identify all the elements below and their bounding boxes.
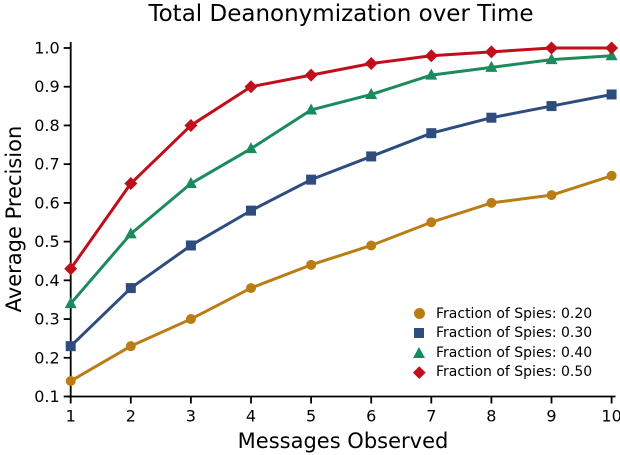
y-tick-label: 0.1 — [34, 387, 59, 406]
data-point — [366, 151, 377, 162]
y-tick-label: 0.9 — [34, 77, 59, 96]
x-tick-label: 3 — [186, 407, 196, 426]
data-point — [304, 68, 318, 82]
data-point — [606, 89, 617, 100]
y-tick-label: 0.6 — [34, 193, 59, 212]
data-point — [184, 118, 198, 132]
circle-marker-icon — [408, 308, 430, 320]
legend-label: Fraction of Spies: 0.20 — [436, 305, 593, 322]
y-tick-label: 0.8 — [34, 116, 59, 135]
data-point — [125, 283, 136, 294]
data-point — [545, 41, 558, 55]
data-point — [426, 128, 437, 139]
data-point — [306, 174, 317, 185]
data-point — [245, 142, 257, 154]
x-tick-label: 6 — [366, 407, 376, 426]
data-point — [546, 190, 557, 201]
series-line-1 — [69, 92, 614, 348]
data-point — [605, 41, 619, 55]
y-tick-label: 0.7 — [34, 155, 59, 174]
legend: Fraction of Spies: 0.20 Fraction of Spie… — [408, 304, 592, 382]
data-point — [184, 177, 197, 189]
x-tick-label: 4 — [246, 407, 256, 426]
data-point — [64, 262, 78, 276]
legend-item-spies-030: Fraction of Spies: 0.30 — [408, 324, 592, 344]
data-point — [65, 341, 76, 352]
x-tick-label: 1 — [66, 407, 76, 426]
x-tick-label: 10 — [601, 407, 620, 426]
data-point — [606, 170, 617, 181]
data-point — [484, 45, 498, 59]
x-tick-label: 2 — [126, 407, 136, 426]
chart-title: Total Deanonymization over Time — [148, 1, 534, 27]
legend-item-spies-020: Fraction of Spies: 0.20 — [408, 304, 592, 324]
legend-label: Fraction of Spies: 0.50 — [436, 364, 593, 381]
data-point — [244, 80, 258, 94]
data-point — [306, 259, 317, 270]
y-tick-label: 0.4 — [34, 271, 59, 290]
data-point — [486, 112, 497, 123]
data-point — [425, 68, 438, 80]
data-point — [364, 56, 378, 70]
data-point — [426, 217, 437, 228]
square-marker-icon — [408, 328, 430, 339]
x-tick-label: 9 — [546, 407, 556, 426]
series-line-2 — [69, 54, 614, 306]
data-point — [305, 103, 318, 115]
y-tick-label: 0.5 — [34, 232, 59, 251]
data-point — [64, 297, 77, 309]
data-point — [65, 376, 76, 387]
data-point — [185, 314, 196, 325]
data-point — [246, 205, 256, 216]
x-axis-label: Messages Observed — [237, 429, 449, 453]
x-tick-label: 7 — [426, 407, 436, 426]
data-point — [546, 101, 557, 112]
data-point — [545, 53, 558, 65]
data-point — [366, 240, 377, 251]
legend-label: Fraction of Spies: 0.30 — [436, 325, 593, 342]
x-tick-label: 8 — [486, 407, 496, 426]
x-tick-label: 5 — [306, 407, 316, 426]
data-point — [124, 227, 137, 239]
data-point — [486, 197, 497, 208]
y-tick-label: 0.3 — [34, 310, 59, 329]
data-point — [246, 283, 256, 294]
series-line-0 — [69, 174, 614, 383]
triangle-marker-icon — [408, 347, 430, 359]
data-point — [365, 87, 378, 99]
legend-item-spies-040: Fraction of Spies: 0.40 — [408, 343, 592, 363]
y-tick-label: 0.2 — [34, 348, 59, 367]
data-point — [485, 60, 498, 72]
data-point — [424, 49, 438, 63]
data-point — [125, 341, 136, 352]
legend-item-spies-050: Fraction of Spies: 0.50 — [408, 363, 592, 383]
y-tick-label: 1.0 — [34, 39, 59, 58]
data-point — [605, 49, 618, 61]
legend-label: Fraction of Spies: 0.40 — [436, 344, 593, 361]
data-point — [185, 240, 196, 251]
diamond-marker-icon — [408, 366, 430, 379]
data-point — [124, 177, 138, 191]
series-line-3 — [69, 46, 614, 271]
